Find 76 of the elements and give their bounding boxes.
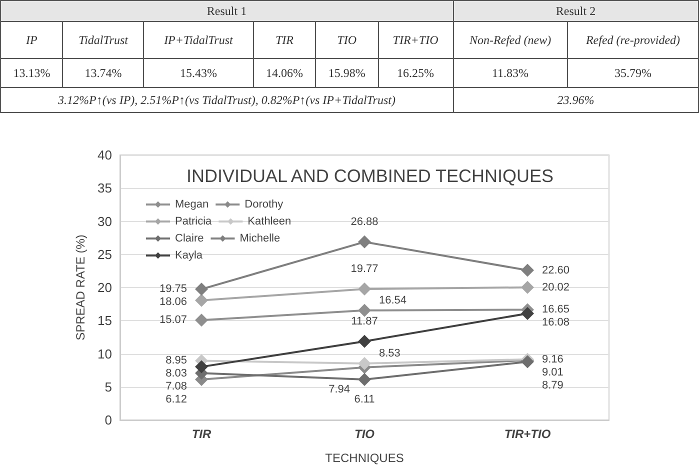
- data-label: 26.88: [350, 216, 378, 228]
- text: 13.13%: [0, 58, 63, 88]
- text: Result 1: [0, 0, 454, 22]
- text: 15.98%: [316, 58, 378, 88]
- point: [521, 306, 534, 320]
- text: 14.06%: [253, 58, 316, 88]
- data-label: 7.08: [166, 380, 187, 393]
- legend-label: Megan: [175, 198, 209, 210]
- data-label: 11.87: [351, 315, 378, 328]
- data-label: 8.53: [379, 347, 400, 360]
- data-label: 19.77: [350, 263, 378, 276]
- text: INDIVIDUAL AND COMBINED TECHNIQUES: [186, 166, 554, 186]
- y-tick-label: 5: [104, 379, 112, 394]
- text: TIR: [253, 22, 316, 58]
- point: [521, 280, 534, 294]
- x-tick-label: TIR+TIO: [504, 427, 552, 441]
- text: 13.74%: [62, 58, 144, 88]
- legend-label: Dorothy: [244, 198, 284, 210]
- text: Result 2: [453, 0, 698, 22]
- y-tick-label: 10: [98, 346, 112, 362]
- point: [358, 356, 371, 370]
- y-tick-label: 0: [104, 412, 112, 428]
- y-tick-label: 20: [98, 280, 112, 295]
- data-label: 7.94: [328, 383, 350, 396]
- point: [195, 314, 208, 327]
- legend-label: Kayla: [175, 250, 204, 262]
- data-label: 16.08: [542, 316, 570, 329]
- data-label: 19.75: [159, 283, 187, 296]
- data-label: 6.11: [354, 394, 375, 406]
- text: 23.96%: [453, 88, 698, 112]
- x-tick-label: TIR: [192, 427, 212, 441]
- data-label: 15.07: [159, 314, 187, 326]
- y-tick-label: 15: [98, 313, 112, 328]
- text: IP: [0, 22, 63, 58]
- text: 15.43%: [144, 58, 254, 88]
- legend-label: Claire: [175, 232, 204, 244]
- data-label: 8.03: [166, 368, 187, 380]
- data-label: 16.65: [542, 304, 570, 316]
- text: 35.79%: [568, 58, 698, 88]
- x-axis-title: TECHNIQUES: [325, 451, 404, 465]
- point: [195, 360, 208, 374]
- text: TIO: [316, 22, 378, 58]
- y-tick-label: 25: [98, 246, 112, 262]
- data-label: 20.02: [542, 281, 570, 294]
- text: Non-Refed (new): [453, 22, 568, 58]
- text: Refed (re-provided): [568, 22, 698, 58]
- text: TidalTrust: [62, 22, 144, 58]
- text: 11.83%: [453, 58, 568, 88]
- point: [358, 282, 371, 296]
- point: [358, 373, 371, 386]
- data-label: 8.95: [166, 354, 187, 367]
- data-label: 18.06: [159, 296, 187, 308]
- x-tick-label: TIO: [354, 427, 376, 441]
- legend-label: Patricia: [175, 216, 213, 228]
- point: [358, 304, 371, 317]
- data-label: 8.79: [542, 379, 564, 392]
- text: 3.12%P↑(vs IP), 2.51%P↑(vs TidalTrust), 0.82%P↑(vs IP+TidalTrust): [0, 88, 454, 112]
- text: TIR+TIO: [378, 22, 454, 58]
- data-label: 16.54: [379, 294, 407, 306]
- point: [358, 235, 371, 248]
- point: [521, 264, 534, 277]
- point: [358, 334, 371, 348]
- legend-label: Michelle: [240, 232, 280, 244]
- y-tick-label: 35: [98, 180, 112, 196]
- data-label: 22.60: [542, 264, 570, 276]
- legend-label: Kathleen: [248, 216, 292, 228]
- data-label: 9.01: [542, 366, 564, 378]
- text: IP+TidalTrust: [144, 22, 254, 58]
- point: [195, 282, 208, 296]
- y-tick-label: 40: [98, 148, 112, 162]
- y-tick-label: 30: [98, 214, 112, 229]
- y-axis-title: SPREAD RATE (%): [74, 234, 88, 340]
- data-label: 9.16: [542, 353, 564, 366]
- text: 16.25%: [378, 58, 454, 88]
- data-label: 6.12: [166, 394, 187, 406]
- point: [195, 294, 208, 307]
